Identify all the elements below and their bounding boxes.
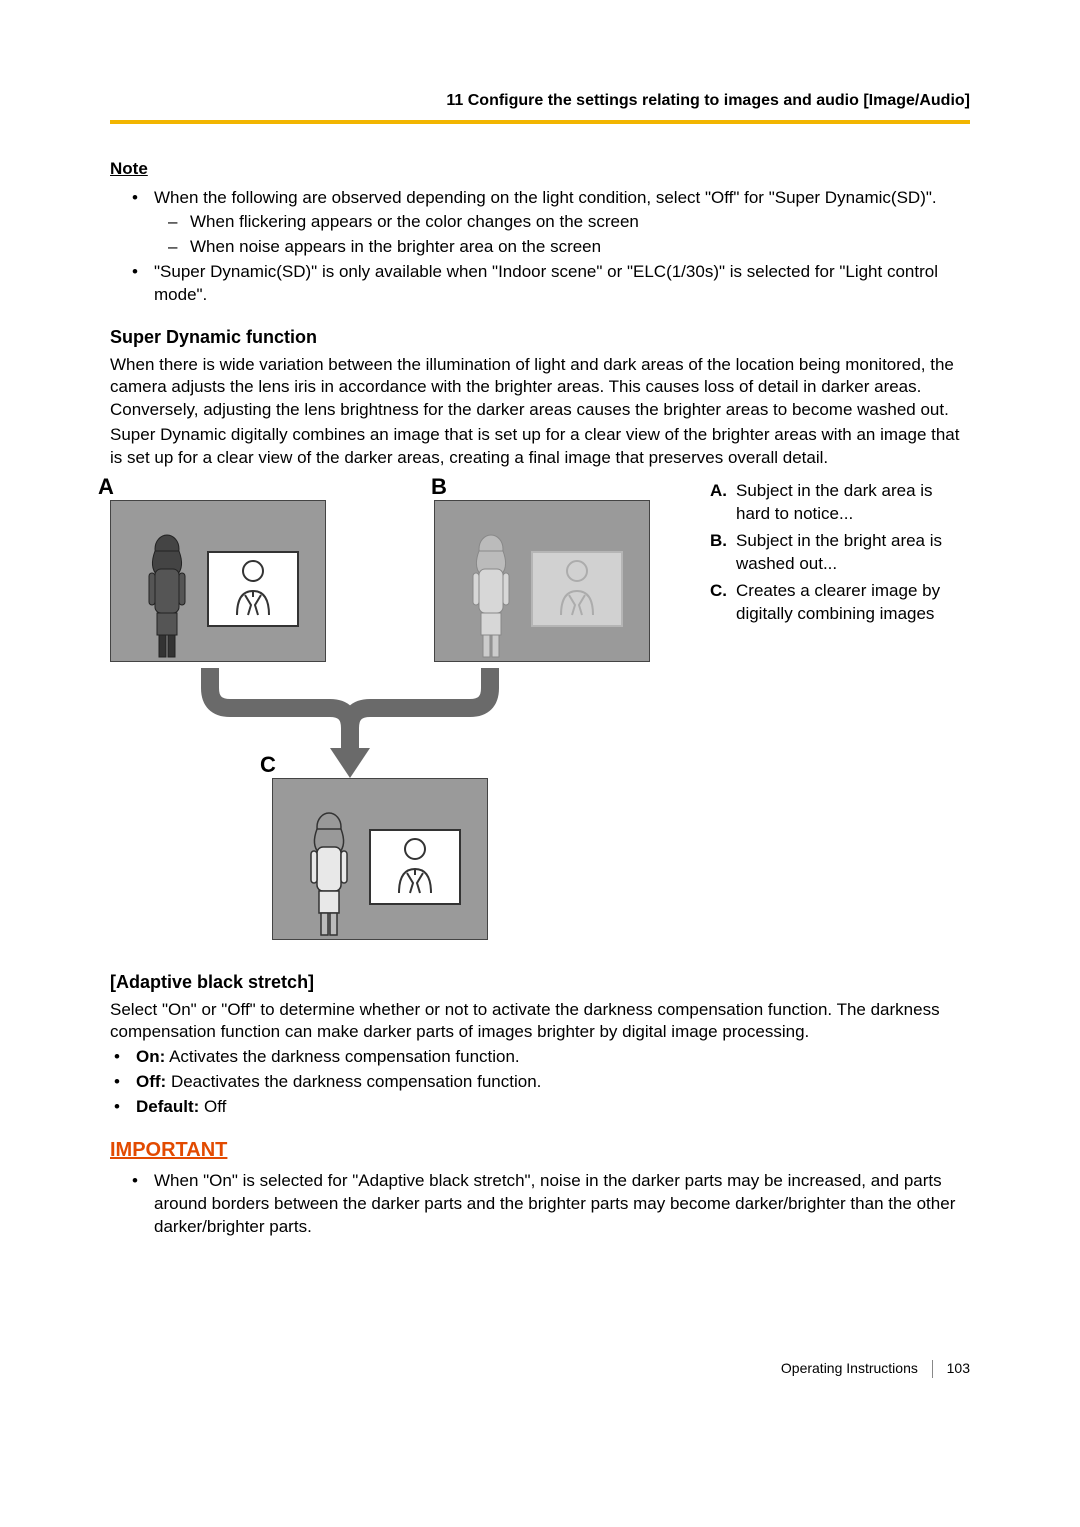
abs-default-label: Default: <box>136 1097 199 1116</box>
sd-paragraph: When there is wide variation between the… <box>110 354 970 423</box>
footer-doc-title: Operating Instructions <box>781 1360 918 1376</box>
diagram-label-a: A <box>98 472 114 502</box>
note-subitem: When noise appears in the brighter area … <box>154 236 970 259</box>
abs-intro: Select "On" or "Off" to determine whethe… <box>110 999 970 1045</box>
footer-separator <box>932 1360 933 1378</box>
framed-photo-dark <box>207 551 299 627</box>
framed-photo-bright <box>531 551 623 627</box>
note-list: When the following are observed dependin… <box>110 187 970 308</box>
diagram-tile-dark <box>110 500 326 662</box>
sd-diagram-row: A B C <box>110 480 970 940</box>
legend-text: Subject in the bright area is washed out… <box>736 531 942 573</box>
footer-page-number: 103 <box>947 1360 970 1376</box>
framed-photo-clear <box>369 829 461 905</box>
woman-icon <box>137 531 197 661</box>
legend-label: A. <box>710 480 727 503</box>
abs-list: On: Activates the darkness compensation … <box>92 1046 970 1119</box>
man-icon <box>371 831 459 903</box>
diagram-tile-combined <box>272 778 488 940</box>
abs-on-text: Activates the darkness compensation func… <box>165 1047 519 1066</box>
note-item: When the following are observed dependin… <box>110 187 970 260</box>
man-icon <box>209 553 297 625</box>
important-item: When "On" is selected for "Adaptive blac… <box>110 1170 970 1239</box>
header-rule <box>110 120 970 124</box>
abs-heading: [Adaptive black stretch] <box>110 970 970 994</box>
abs-default-text: Off <box>199 1097 226 1116</box>
note-heading: Note <box>110 158 970 181</box>
abs-item: On: Activates the darkness compensation … <box>92 1046 970 1069</box>
legend-item: C. Creates a clearer image by digitally … <box>710 580 970 626</box>
abs-item: Off: Deactivates the darkness compensati… <box>92 1071 970 1094</box>
abs-item: Default: Off <box>92 1096 970 1119</box>
sd-diagram: A B C <box>110 480 690 940</box>
man-icon <box>533 553 621 625</box>
woman-icon <box>461 531 521 661</box>
abs-off-label: Off: <box>136 1072 166 1091</box>
legend-label: B. <box>710 530 727 553</box>
legend-item: B. Subject in the bright area is washed … <box>710 530 970 576</box>
note-item-text: When the following are observed dependin… <box>154 188 937 207</box>
legend-text: Creates a clearer image by digitally com… <box>736 581 940 623</box>
sd-heading: Super Dynamic function <box>110 325 970 349</box>
diagram-label-b: B <box>431 472 447 502</box>
important-list: When "On" is selected for "Adaptive blac… <box>110 1170 970 1239</box>
combine-arrow-icon <box>170 668 530 778</box>
legend-item: A. Subject in the dark area is hard to n… <box>710 480 970 526</box>
important-heading: IMPORTANT <box>110 1137 970 1164</box>
note-item: "Super Dynamic(SD)" is only available wh… <box>110 261 970 307</box>
abs-off-text: Deactivates the darkness compensation fu… <box>166 1072 541 1091</box>
page-footer: Operating Instructions 103 <box>110 1359 970 1378</box>
note-sublist: When flickering appears or the color cha… <box>154 211 970 259</box>
page-header-title: 11 Configure the settings relating to im… <box>110 90 970 120</box>
abs-on-label: On: <box>136 1047 165 1066</box>
diagram-tile-bright <box>434 500 650 662</box>
legend-label: C. <box>710 580 727 603</box>
sd-paragraph: Super Dynamic digitally combines an imag… <box>110 424 970 470</box>
legend-text: Subject in the dark area is hard to noti… <box>736 481 933 523</box>
diagram-legend: A. Subject in the dark area is hard to n… <box>690 480 970 940</box>
woman-icon <box>299 809 359 939</box>
note-subitem: When flickering appears or the color cha… <box>154 211 970 234</box>
